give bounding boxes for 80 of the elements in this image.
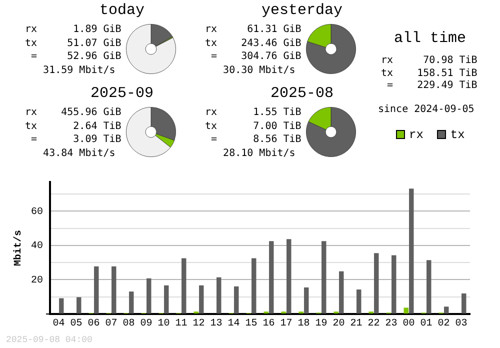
x-tick-label: 14 bbox=[228, 318, 240, 330]
bar bbox=[234, 286, 239, 314]
x-tick-label: 20 bbox=[332, 318, 345, 330]
bar bbox=[404, 308, 408, 314]
bar bbox=[356, 289, 362, 314]
text: rx 61.31 GiB bbox=[205, 24, 302, 35]
x-tick-label: 16 bbox=[262, 318, 275, 330]
text: tx 158.51 TiB bbox=[381, 68, 478, 78]
bar bbox=[76, 297, 82, 314]
bar bbox=[339, 271, 344, 314]
text: = 229.49 TiB bbox=[387, 80, 478, 91]
text: rx 1.89 GiB bbox=[25, 24, 122, 35]
bar bbox=[182, 258, 186, 314]
bar bbox=[269, 241, 274, 314]
x-tick-label: 06 bbox=[88, 318, 100, 330]
text: 30.30 Mbit/s bbox=[223, 64, 296, 76]
text: rx 455.96 GiB bbox=[25, 107, 122, 118]
bar bbox=[59, 298, 64, 314]
x-tick-label: 12 bbox=[192, 318, 205, 330]
text: 43.84 Mbit/s bbox=[43, 148, 116, 158]
text: tx 51.07 GiB bbox=[25, 38, 122, 48]
bar bbox=[409, 188, 414, 314]
x-tick-label: 07 bbox=[105, 318, 118, 330]
text: = 52.96 GiB bbox=[31, 51, 122, 62]
y-tick-label: 60 bbox=[30, 206, 43, 218]
text: rx 70.98 TiB bbox=[381, 55, 478, 66]
x-tick-label: 08 bbox=[122, 318, 135, 330]
bar bbox=[444, 306, 449, 314]
bar bbox=[426, 260, 432, 314]
bar bbox=[252, 258, 256, 314]
x-tick-label: 15 bbox=[245, 318, 258, 330]
x-tick-label: 10 bbox=[158, 318, 170, 330]
text: tx 7.00 TiB bbox=[205, 120, 302, 132]
text: 28.10 Mbit/s bbox=[223, 148, 296, 158]
y-axis-title: Mbit/s bbox=[12, 230, 25, 266]
x-tick-label: 02 bbox=[438, 318, 450, 330]
bar bbox=[94, 266, 99, 314]
x-tick-label: 13 bbox=[210, 318, 222, 330]
legend-label: tx bbox=[450, 128, 465, 142]
text: = 8.56 TiB bbox=[211, 134, 302, 145]
bar bbox=[129, 292, 134, 314]
chart-title: 2025-09 bbox=[89, 85, 154, 102]
chart-title: yesterday bbox=[260, 2, 344, 19]
x-tick-label: 22 bbox=[368, 318, 380, 330]
bar bbox=[304, 287, 309, 314]
legend-label: rx bbox=[409, 128, 424, 142]
chart-title: today bbox=[98, 2, 146, 19]
x-tick-label: 11 bbox=[175, 318, 188, 330]
chart-title: 2025-08 bbox=[270, 85, 334, 102]
text: tx 243.46 GiB bbox=[205, 38, 302, 48]
text: since 2024-09-05 bbox=[378, 103, 474, 116]
bar bbox=[392, 255, 396, 314]
x-tick-label: 01 bbox=[420, 318, 432, 330]
bar bbox=[286, 239, 292, 314]
bar bbox=[322, 241, 326, 314]
text: = 304.76 GiB bbox=[211, 51, 302, 62]
text: rx 1.55 TiB bbox=[205, 107, 302, 118]
bar bbox=[216, 277, 222, 314]
text: tx 2.64 TiB bbox=[25, 120, 122, 132]
x-tick-label: 19 bbox=[315, 318, 328, 330]
x-tick-label: 23 bbox=[385, 318, 398, 330]
text: all time bbox=[392, 30, 467, 47]
x-tick-label: 03 bbox=[455, 318, 468, 330]
text: 31.59 Mbit/s bbox=[43, 64, 116, 76]
y-tick-label: 40 bbox=[30, 241, 43, 252]
bar bbox=[374, 253, 379, 314]
bar bbox=[112, 266, 116, 314]
x-tick-label: 05 bbox=[70, 318, 82, 330]
bar bbox=[199, 285, 204, 314]
y-tick-label: 20 bbox=[30, 275, 43, 286]
x-tick-label: 17 bbox=[280, 318, 292, 330]
bar bbox=[146, 278, 152, 314]
x-tick-label: 00 bbox=[402, 318, 415, 330]
x-tick-label: 09 bbox=[140, 318, 152, 330]
bar bbox=[164, 285, 169, 314]
x-tick-label: 18 bbox=[298, 318, 310, 330]
x-tick-label: 21 bbox=[350, 318, 362, 330]
x-tick-label: 04 bbox=[52, 318, 65, 330]
bar bbox=[462, 293, 466, 314]
text: = 3.09 TiB bbox=[31, 134, 122, 145]
